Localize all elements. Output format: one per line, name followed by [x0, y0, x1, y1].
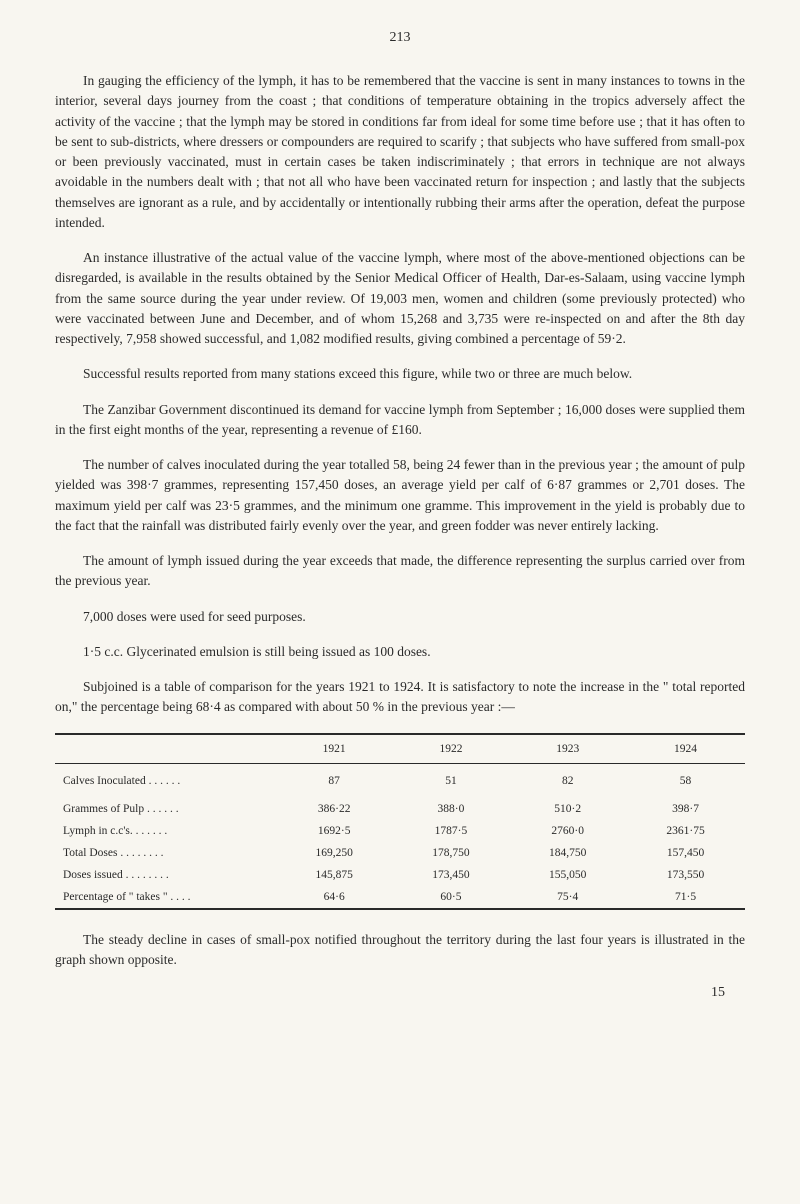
table-row: Grammes of Pulp . . . . . . 386·22 388·0… — [55, 798, 745, 820]
table-cell: 58 — [626, 770, 745, 792]
table-cell: 60·5 — [393, 886, 510, 909]
paragraph-9: Subjoined is a table of comparison for t… — [55, 677, 745, 718]
table-cell: 173,550 — [626, 864, 745, 886]
table-row: Lymph in c.c's. . . . . . . 1692·5 1787·… — [55, 820, 745, 842]
table-cell: 82 — [509, 770, 626, 792]
paragraph-2: An instance illustrative of the actual v… — [55, 248, 745, 349]
paragraph-1: In gauging the efficiency of the lymph, … — [55, 71, 745, 233]
table-cell: 173,450 — [393, 864, 510, 886]
table-cell-label: Lymph in c.c's. . . . . . . — [55, 820, 276, 842]
page-number: 213 — [55, 30, 745, 46]
table-header-empty — [55, 734, 276, 764]
table-row: Doses issued . . . . . . . . 145,875 173… — [55, 864, 745, 886]
footer-number: 15 — [55, 985, 745, 1001]
paragraph-8: 1·5 c.c. Glycerinated emulsion is still … — [55, 642, 745, 662]
paragraph-4: The Zanzibar Government discontinued its… — [55, 400, 745, 441]
paragraph-3: Successful results reported from many st… — [55, 364, 745, 384]
table-cell: 157,450 — [626, 842, 745, 864]
table-row: Calves Inoculated . . . . . . 87 51 82 5… — [55, 770, 745, 792]
table-cell: 2760·0 — [509, 820, 626, 842]
table-header-1924: 1924 — [626, 734, 745, 764]
table-cell: 510·2 — [509, 798, 626, 820]
table-cell: 145,875 — [276, 864, 393, 886]
paragraph-7: 7,000 doses were used for seed purposes. — [55, 607, 745, 627]
table-row: Percentage of " takes " . . . . 64·6 60·… — [55, 886, 745, 909]
table-cell: 51 — [393, 770, 510, 792]
table-cell: 64·6 — [276, 886, 393, 909]
table-cell: 386·22 — [276, 798, 393, 820]
table-cell: 1787·5 — [393, 820, 510, 842]
table-header-1922: 1922 — [393, 734, 510, 764]
table-cell: 87 — [276, 770, 393, 792]
paragraph-5: The number of calves inoculated during t… — [55, 455, 745, 536]
paragraph-10: The steady decline in cases of small-pox… — [55, 930, 745, 971]
table-cell-label: Grammes of Pulp . . . . . . — [55, 798, 276, 820]
table-row: Total Doses . . . . . . . . 169,250 178,… — [55, 842, 745, 864]
table-header-1923: 1923 — [509, 734, 626, 764]
table-cell: 388·0 — [393, 798, 510, 820]
table-cell: 2361·75 — [626, 820, 745, 842]
table-cell: 178,750 — [393, 842, 510, 864]
table-cell: 1692·5 — [276, 820, 393, 842]
table-cell-label: Doses issued . . . . . . . . — [55, 864, 276, 886]
table-cell-label: Total Doses . . . . . . . . — [55, 842, 276, 864]
table-cell: 155,050 — [509, 864, 626, 886]
table-header-1921: 1921 — [276, 734, 393, 764]
table-cell: 75·4 — [509, 886, 626, 909]
comparison-table: 1921 1922 1923 1924 Calves Inoculated . … — [55, 733, 745, 910]
table-cell: 169,250 — [276, 842, 393, 864]
table-cell: 398·7 — [626, 798, 745, 820]
table-cell: 71·5 — [626, 886, 745, 909]
table-cell-label: Percentage of " takes " . . . . — [55, 886, 276, 909]
table-cell: 184,750 — [509, 842, 626, 864]
paragraph-6: The amount of lymph issued during the ye… — [55, 551, 745, 592]
table-cell-label: Calves Inoculated . . . . . . — [55, 770, 276, 792]
